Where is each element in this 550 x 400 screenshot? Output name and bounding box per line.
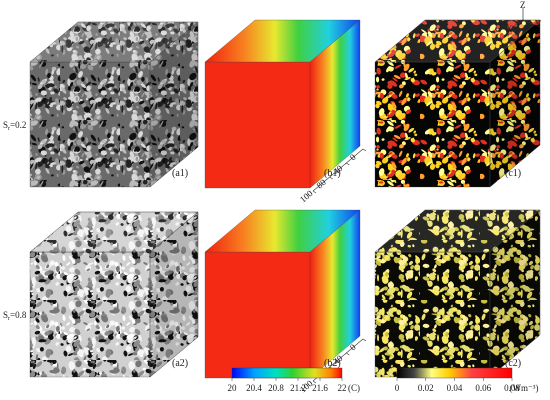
depth-tick-label: 0	[348, 342, 358, 353]
colorbar-tick-label: 0.04	[447, 383, 463, 393]
depth-tick	[362, 148, 367, 152]
axis-triad	[513, 8, 534, 27]
colorbar-tick-label: 20	[228, 383, 238, 393]
cube-shade	[149, 21, 199, 188]
colorbar-tick-label: 0.06	[475, 383, 491, 393]
cube-front	[204, 61, 311, 189]
axis-label: Y	[535, 19, 542, 29]
colorbar	[396, 367, 513, 379]
cube-shade	[489, 19, 541, 188]
axis-label: X	[506, 24, 513, 34]
cube-shade	[149, 211, 199, 378]
panel-label: (a1)	[172, 168, 188, 179]
cube-right	[309, 19, 361, 189]
panel-label: (b1)	[324, 168, 341, 179]
row-label: Sr=0.2	[3, 120, 26, 132]
depth-tick	[329, 176, 333, 180]
row-label-sub: r	[8, 316, 10, 322]
colorbar	[231, 367, 343, 379]
cube-front	[204, 251, 311, 379]
panel-label: (c2)	[505, 358, 521, 369]
cube-front	[374, 251, 491, 378]
panel-label: (b2)	[324, 358, 341, 369]
depth-tick	[362, 338, 367, 342]
axis-label: Z	[520, 0, 526, 10]
row-label-main: S	[3, 310, 8, 320]
row-label-rest: =0.8	[10, 310, 27, 320]
cube-shade	[489, 209, 541, 378]
row-label-main: S	[3, 120, 8, 130]
colorbar-tick-label: 22	[338, 383, 347, 393]
colorbar-tick-label: 0	[395, 383, 400, 393]
colorbar-unit: (C)	[348, 383, 360, 393]
cube-front	[29, 251, 151, 378]
panel-label: (c1)	[505, 168, 521, 179]
row-label-rest: =0.2	[10, 120, 26, 130]
depth-tick	[346, 162, 350, 166]
colorbar-tick-label: 21.6	[312, 383, 328, 393]
depth-tick	[312, 190, 317, 194]
depth-axis	[312, 148, 364, 192]
cube-right	[309, 209, 361, 379]
cube-front	[374, 61, 491, 188]
panel-label: (a2)	[172, 358, 188, 369]
axis-line	[513, 19, 524, 27]
colorbar-tick-label: 0.08	[504, 383, 520, 393]
row-label: Sr=0.8	[3, 310, 27, 322]
cube-front	[29, 61, 151, 188]
depth-tick	[312, 380, 317, 384]
depth-tick-label: 0	[348, 152, 358, 163]
colorbar-tick-label: 20.4	[246, 383, 262, 393]
colorbar-tick-label: 20.8	[268, 383, 284, 393]
depth-tick-label: 100	[298, 188, 315, 205]
row-label-sub: r	[8, 126, 10, 132]
colorbar-tick-label: 21.2	[290, 383, 306, 393]
colorbar-tick-label: 0.02	[418, 383, 434, 393]
depth-tick	[346, 352, 350, 356]
colorbar-unit: (Wm⁻³)	[510, 383, 539, 393]
axis-line	[522, 19, 534, 25]
